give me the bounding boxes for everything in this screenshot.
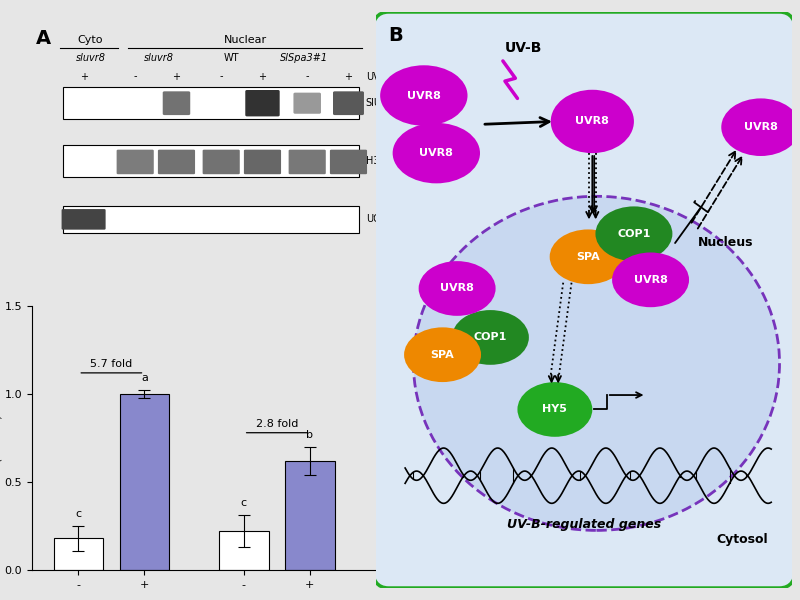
- Bar: [54, 538, 103, 570]
- Ellipse shape: [414, 196, 779, 530]
- Text: UVR8: UVR8: [419, 148, 454, 158]
- Text: +: +: [258, 71, 266, 82]
- FancyBboxPatch shape: [63, 88, 358, 119]
- Text: +: +: [79, 71, 88, 82]
- Bar: [219, 531, 269, 570]
- Text: WT: WT: [224, 53, 239, 63]
- Text: UVR8: UVR8: [440, 283, 474, 293]
- FancyBboxPatch shape: [202, 149, 240, 174]
- Ellipse shape: [418, 261, 496, 316]
- Ellipse shape: [393, 123, 480, 184]
- Text: UV-B: UV-B: [505, 41, 542, 55]
- Text: Nucleus: Nucleus: [698, 236, 753, 249]
- Text: UVR8: UVR8: [744, 122, 778, 132]
- FancyBboxPatch shape: [158, 149, 195, 174]
- Text: UV-B-regulated genes: UV-B-regulated genes: [507, 518, 661, 531]
- Text: -: -: [306, 71, 309, 82]
- Text: +: +: [345, 71, 353, 82]
- FancyBboxPatch shape: [372, 12, 796, 588]
- Text: sluvr8: sluvr8: [75, 53, 106, 63]
- Text: UVR8: UVR8: [575, 116, 610, 127]
- Y-axis label: Relative UVR8 protein level
(Nuclear): Relative UVR8 protein level (Nuclear): [0, 367, 2, 509]
- Text: SlUVR8: SlUVR8: [366, 98, 402, 108]
- Ellipse shape: [550, 229, 626, 284]
- FancyBboxPatch shape: [117, 149, 154, 174]
- Text: c: c: [75, 509, 82, 519]
- Ellipse shape: [550, 90, 634, 153]
- Text: sluvr8: sluvr8: [144, 53, 174, 63]
- Ellipse shape: [380, 65, 467, 126]
- Text: HY5: HY5: [542, 404, 567, 415]
- Text: UVR8: UVR8: [634, 275, 667, 285]
- Text: H3: H3: [366, 156, 379, 166]
- Bar: [285, 461, 334, 570]
- Text: a: a: [141, 373, 148, 383]
- Text: Nuclear: Nuclear: [224, 35, 267, 44]
- Text: -: -: [219, 71, 223, 82]
- FancyBboxPatch shape: [294, 92, 321, 114]
- Text: A: A: [35, 29, 50, 48]
- Ellipse shape: [722, 98, 800, 156]
- FancyBboxPatch shape: [289, 149, 326, 174]
- FancyBboxPatch shape: [63, 145, 358, 177]
- Text: b: b: [306, 430, 314, 440]
- Ellipse shape: [452, 310, 529, 365]
- FancyBboxPatch shape: [63, 206, 358, 233]
- Text: Cytosol: Cytosol: [716, 533, 768, 545]
- Text: c: c: [241, 499, 246, 508]
- Text: COP1: COP1: [474, 332, 507, 343]
- Text: UGPase: UGPase: [366, 214, 403, 224]
- Text: B: B: [389, 26, 403, 46]
- Text: UVB: UVB: [366, 71, 386, 82]
- FancyBboxPatch shape: [62, 209, 106, 230]
- Text: SlSpa3#1: SlSpa3#1: [280, 53, 328, 63]
- Ellipse shape: [595, 206, 673, 261]
- Text: +: +: [173, 71, 181, 82]
- FancyBboxPatch shape: [330, 149, 367, 174]
- Text: 5.7 fold: 5.7 fold: [90, 359, 133, 370]
- Text: COP1: COP1: [618, 229, 650, 239]
- Text: SPA: SPA: [430, 350, 454, 360]
- Text: -: -: [134, 71, 137, 82]
- Bar: [120, 394, 170, 570]
- FancyBboxPatch shape: [162, 91, 190, 115]
- FancyBboxPatch shape: [244, 149, 281, 174]
- Ellipse shape: [518, 382, 592, 437]
- Ellipse shape: [612, 253, 689, 307]
- Ellipse shape: [404, 328, 481, 382]
- Text: UVR8: UVR8: [407, 91, 441, 101]
- FancyBboxPatch shape: [246, 90, 280, 116]
- Text: 2.8 fold: 2.8 fold: [255, 419, 298, 429]
- FancyBboxPatch shape: [333, 91, 364, 115]
- Text: SPA: SPA: [576, 252, 600, 262]
- Text: Cyto: Cyto: [78, 35, 103, 44]
